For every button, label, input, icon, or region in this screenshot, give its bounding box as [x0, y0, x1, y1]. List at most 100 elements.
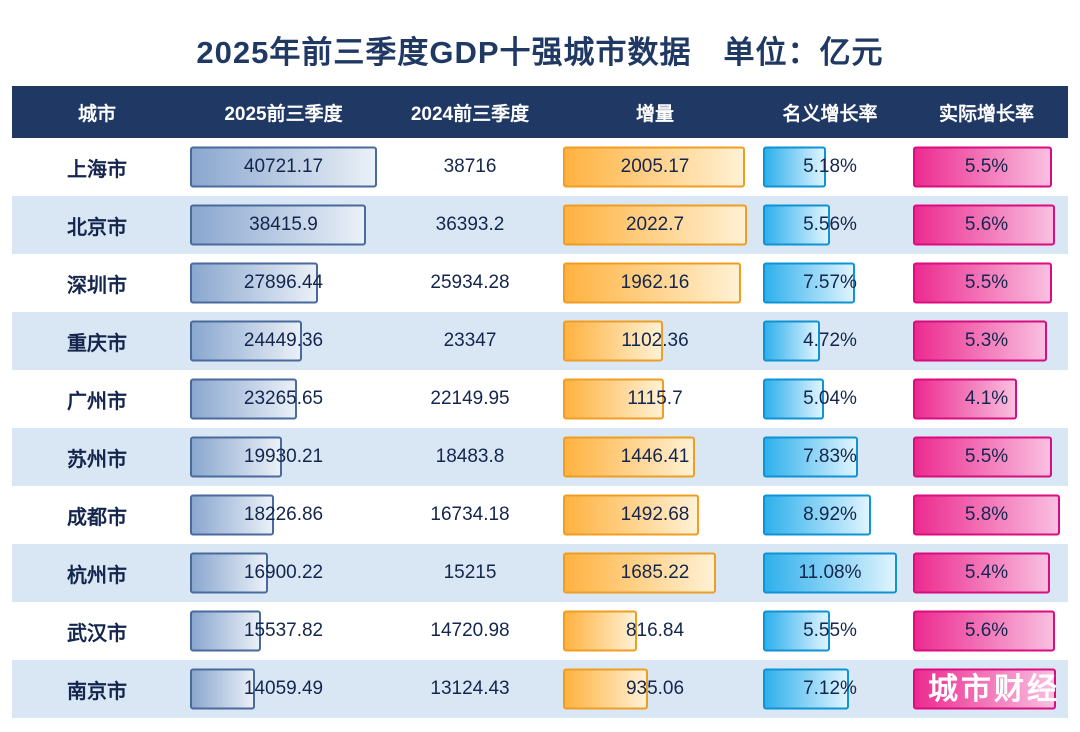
nominal-rate-cell: 5.55% — [755, 602, 905, 660]
gdp-2025-bar — [190, 494, 274, 536]
real-rate-value: 5.5% — [964, 272, 1009, 293]
increase-bar — [563, 204, 747, 246]
increase-value: 2022.7 — [625, 214, 685, 235]
gdp-2025-bar — [190, 262, 319, 304]
gdp-2024-value: 18483.8 — [435, 446, 505, 467]
nominal-rate-bar — [763, 552, 897, 594]
nominal-rate-value: 8.92% — [803, 504, 857, 525]
nominal-rate-cell: 5.56% — [755, 196, 905, 254]
real-rate-cell: 4.1% — [905, 370, 1068, 428]
city-name: 重庆市 — [67, 332, 127, 355]
nominal-rate-cell: 7.57% — [755, 254, 905, 312]
increase-cell: 1685.22 — [555, 544, 755, 602]
gdp-2025-cell: 19930.21 — [182, 428, 385, 486]
increase-bar — [563, 146, 746, 188]
city-name: 南京市 — [67, 680, 127, 703]
increase-value: 1492.68 — [620, 504, 690, 525]
gdp-2025-cell: 40721.17 — [182, 138, 385, 196]
gdp-2024-value: 38716 — [443, 156, 497, 177]
increase-bar — [563, 552, 717, 594]
increase-value: 1102.36 — [621, 330, 689, 351]
gdp-2025-bar — [190, 610, 262, 652]
real-rate-bar — [913, 204, 1055, 246]
column-header-city: 城市 — [77, 103, 116, 125]
real-rate-value: 5.6% — [964, 214, 1009, 235]
nominal-rate-value: 7.12% — [803, 678, 857, 699]
gdp-2025-value: 15537.82 — [243, 620, 324, 641]
real-rate-cell: 5.4% — [905, 544, 1068, 602]
nominal-rate-cell: 8.92% — [755, 486, 905, 544]
real-rate-value: 5.8% — [964, 504, 1009, 525]
real-rate-cell: 5.3% — [905, 312, 1068, 370]
table-row: 深圳市 27896.44 25934.28 1962.16 7.57% 5.5% — [12, 254, 1068, 312]
nominal-rate-value: 4.72% — [803, 330, 857, 351]
gdp-2025-cell: 24449.36 — [182, 312, 385, 370]
increase-cell: 2022.7 — [555, 196, 755, 254]
real-rate-value: 5.4% — [964, 562, 1009, 583]
real-rate-cell: 5.5% — [905, 254, 1068, 312]
increase-bar — [563, 668, 649, 710]
increase-bar — [563, 320, 664, 362]
gdp-2025-cell: 14059.49 — [182, 660, 385, 718]
increase-bar — [563, 436, 695, 478]
gdp-2024-value: 23347 — [443, 330, 497, 351]
nominal-rate-bar — [763, 262, 855, 304]
gdp-2024-value: 36393.2 — [435, 214, 505, 235]
increase-bar — [563, 262, 742, 304]
nominal-rate-value: 5.56% — [803, 214, 857, 235]
real-rate-cell — [905, 660, 1068, 718]
gdp-2025-bar — [190, 436, 282, 478]
gdp-2024-value: 15215 — [443, 562, 497, 583]
gdp-2025-cell: 23265.65 — [182, 370, 385, 428]
city-name: 杭州市 — [67, 564, 127, 587]
increase-value: 816.84 — [625, 620, 685, 641]
nominal-rate-cell: 5.04% — [755, 370, 905, 428]
increase-cell: 2005.17 — [555, 138, 755, 196]
column-header-nominal-rate: 名义增长率 — [782, 103, 878, 125]
gdp-2025-bar — [190, 204, 367, 246]
increase-cell: 1962.16 — [555, 254, 755, 312]
city-name: 武汉市 — [67, 622, 127, 645]
real-rate-bar — [913, 436, 1053, 478]
real-rate-value: 5.3% — [964, 330, 1009, 351]
gdp-2024-value: 13124.43 — [430, 678, 510, 699]
real-rate-bar — [913, 320, 1048, 362]
city-name: 北京市 — [67, 216, 127, 239]
nominal-rate-value: 5.04% — [803, 388, 857, 409]
nominal-rate-bar — [763, 320, 821, 362]
real-rate-bar — [913, 378, 1017, 420]
gdp-2025-value: 18226.86 — [243, 504, 324, 525]
increase-cell: 1115.7 — [555, 370, 755, 428]
city-name: 广州市 — [67, 390, 127, 413]
table-row: 重庆市 24449.36 23347 1102.36 4.72% 5.3% — [12, 312, 1068, 370]
nominal-rate-value: 5.55% — [803, 620, 857, 641]
table-row: 上海市 40721.17 38716 2005.17 5.18% 5.5% — [12, 138, 1068, 196]
nominal-rate-bar — [763, 494, 871, 536]
real-rate-bar — [913, 610, 1055, 652]
nominal-rate-bar — [763, 668, 850, 710]
nominal-rate-bar — [763, 436, 858, 478]
column-header-increase: 增量 — [635, 103, 674, 125]
increase-value: 1685.22 — [620, 562, 690, 583]
gdp-2025-bar — [190, 320, 303, 362]
real-rate-value: 5.5% — [964, 446, 1009, 467]
table-row: 杭州市 16900.22 15215 1685.22 11.08% 5.4% — [12, 544, 1068, 602]
page: 2025年前三季度GDP十强城市数据 单位：亿元 城市 2025前三季度 202… — [12, 0, 1068, 718]
gdp-2024-value: 25934.28 — [430, 272, 510, 293]
real-rate-bar — [913, 262, 1053, 304]
gdp-2025-value: 19930.21 — [243, 446, 324, 467]
nominal-rate-cell: 7.83% — [755, 428, 905, 486]
real-rate-bar — [913, 146, 1053, 188]
nominal-rate-bar — [763, 204, 831, 246]
nominal-rate-cell: 11.08% — [755, 544, 905, 602]
nominal-rate-cell: 7.12% — [755, 660, 905, 718]
real-rate-bar — [913, 552, 1050, 594]
gdp-2025-cell: 15537.82 — [182, 602, 385, 660]
real-rate-value: 5.6% — [964, 620, 1009, 641]
increase-cell: 816.84 — [555, 602, 755, 660]
watermark: 城市财经 — [928, 673, 1060, 706]
column-header-gdp-2025: 2025前三季度 — [224, 103, 343, 125]
nominal-rate-cell: 4.72% — [755, 312, 905, 370]
gdp-2025-cell: 27896.44 — [182, 254, 385, 312]
table-row: 广州市 23265.65 22149.95 1115.7 5.04% 4.1% — [12, 370, 1068, 428]
